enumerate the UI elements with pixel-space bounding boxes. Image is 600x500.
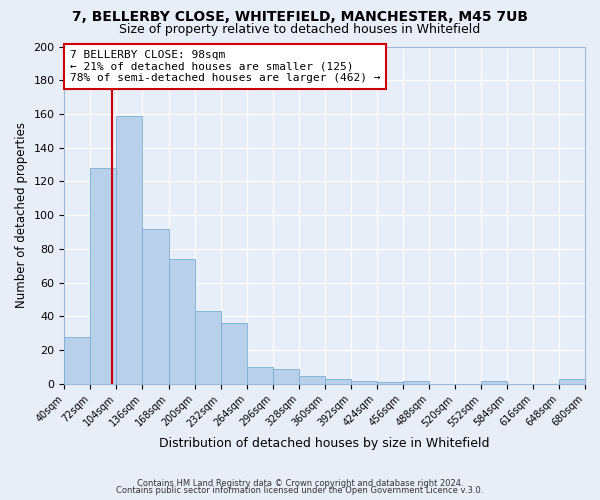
Bar bbox=[299, 376, 325, 384]
Bar bbox=[377, 382, 403, 384]
X-axis label: Distribution of detached houses by size in Whitefield: Distribution of detached houses by size … bbox=[160, 437, 490, 450]
Bar bbox=[403, 380, 429, 384]
Bar bbox=[116, 116, 142, 384]
Bar bbox=[351, 380, 377, 384]
Text: Contains public sector information licensed under the Open Government Licence v.: Contains public sector information licen… bbox=[116, 486, 484, 495]
Bar bbox=[559, 379, 585, 384]
Bar bbox=[64, 336, 91, 384]
Bar bbox=[91, 168, 116, 384]
Text: 7, BELLERBY CLOSE, WHITEFIELD, MANCHESTER, M45 7UB: 7, BELLERBY CLOSE, WHITEFIELD, MANCHESTE… bbox=[72, 10, 528, 24]
Text: Contains HM Land Registry data © Crown copyright and database right 2024.: Contains HM Land Registry data © Crown c… bbox=[137, 478, 463, 488]
Bar bbox=[247, 367, 272, 384]
Bar bbox=[194, 312, 221, 384]
Text: 7 BELLERBY CLOSE: 98sqm
← 21% of detached houses are smaller (125)
78% of semi-d: 7 BELLERBY CLOSE: 98sqm ← 21% of detache… bbox=[70, 50, 380, 83]
Bar bbox=[142, 228, 169, 384]
Text: Size of property relative to detached houses in Whitefield: Size of property relative to detached ho… bbox=[119, 22, 481, 36]
Bar bbox=[325, 379, 351, 384]
Bar bbox=[169, 259, 194, 384]
Bar bbox=[272, 369, 299, 384]
Bar bbox=[221, 323, 247, 384]
Y-axis label: Number of detached properties: Number of detached properties bbox=[15, 122, 28, 308]
Bar bbox=[481, 380, 507, 384]
